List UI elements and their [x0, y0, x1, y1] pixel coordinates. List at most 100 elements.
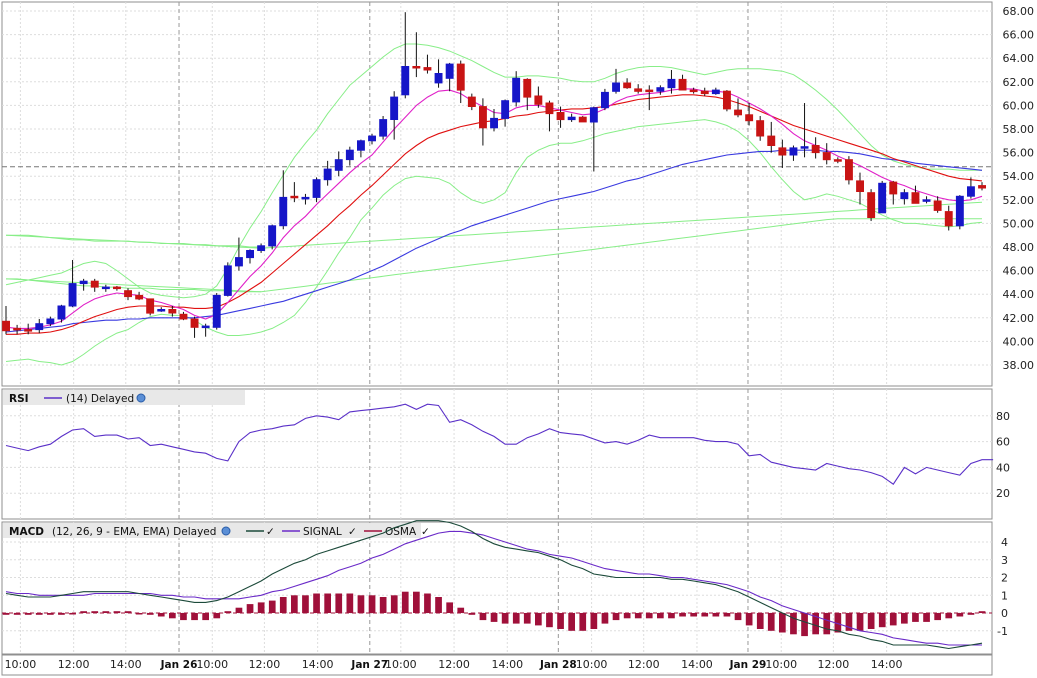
candle-up [368, 135, 377, 142]
time-axis-label: 14:00 [871, 658, 903, 671]
osma-bar [413, 591, 420, 613]
osma-bar [24, 613, 32, 615]
time-axis-label: 12:00 [249, 658, 281, 671]
osma-bar [812, 613, 819, 635]
candle-down [689, 89, 698, 93]
osma-bar [169, 613, 176, 619]
candle-up [345, 149, 354, 161]
candle-up [490, 117, 499, 129]
candle-up [301, 196, 310, 200]
macd-params: (12, 26, 9 - EMA, EMA) Delayed [52, 526, 216, 538]
osma-bar [568, 613, 575, 631]
candle-up [223, 265, 232, 296]
time-axis-label: Jan 28 [539, 659, 577, 671]
price-tick-label: 64.00 [1003, 52, 1035, 65]
osma-bar [657, 613, 664, 619]
candle-down [723, 90, 731, 110]
candle-down [933, 200, 942, 211]
candle-up [357, 140, 365, 151]
time-axis-label: 12:00 [628, 658, 660, 671]
candle-up [434, 73, 443, 84]
macd-check-icon: ✓ [266, 526, 275, 538]
macd-line [5, 520, 983, 650]
osma-bar [379, 597, 387, 613]
rsi-pane-frame [1, 388, 993, 520]
candle-down [113, 286, 121, 290]
price-tick-label: 62.00 [1003, 76, 1035, 89]
macd-tick-label: 4 [1001, 536, 1008, 549]
candle-up [312, 179, 321, 198]
osma-bar [424, 593, 431, 613]
candle-up [235, 257, 243, 267]
candle-up [101, 286, 110, 290]
price-tick-label: 54.00 [1003, 170, 1035, 183]
candle-down [833, 159, 842, 162]
osma-bar [346, 593, 354, 613]
osma-bar [590, 613, 598, 629]
osma-bar [668, 613, 675, 619]
time-axis-label: 10:00 [576, 658, 608, 671]
candle-up [334, 159, 343, 171]
candle-up [445, 63, 454, 79]
candle-down [856, 180, 864, 192]
osma-bar [313, 593, 320, 613]
osma-bar [457, 607, 465, 613]
osma-bar [779, 613, 786, 633]
candle-down [767, 135, 776, 147]
price-tick-label: 58.00 [1003, 123, 1035, 136]
osma-bar [213, 613, 221, 619]
candle-down [556, 112, 565, 121]
osma-bar [634, 613, 642, 619]
candle-down [168, 309, 177, 314]
osma-bar [324, 593, 331, 613]
candle-down [190, 318, 199, 328]
bollinger-long-lower [5, 218, 982, 293]
candle-down [889, 181, 898, 195]
candle-up [667, 78, 676, 89]
candle-down [822, 152, 831, 161]
osma-bar [113, 611, 121, 613]
osma-bar [479, 613, 487, 621]
macd-label: MACD [9, 526, 44, 538]
candle-up [501, 100, 510, 119]
osma-bar [35, 613, 43, 615]
price-tick-label: 44.00 [1003, 288, 1035, 301]
price-tick-label: 68.00 [1003, 5, 1035, 18]
candle-up [379, 119, 388, 137]
rsi-params: (14) Delayed [66, 393, 134, 405]
time-axis-label: Jan 26 [160, 659, 198, 671]
osma-bar [956, 613, 964, 617]
osma-bar [823, 613, 831, 635]
osma-bar [291, 595, 298, 614]
rsi-line [5, 403, 994, 485]
candle-up [711, 89, 720, 95]
macd-tick-label: 0 [1001, 607, 1008, 620]
candle-up [800, 146, 809, 149]
bollinger-lower-tail [6, 278, 262, 293]
candle-down [412, 66, 421, 69]
time-axis-label: 10:00 [385, 658, 417, 671]
osma-bar [912, 613, 919, 622]
osma-bar [468, 613, 476, 615]
osma-check-icon: ✓ [421, 526, 430, 538]
macd-tick-label: -1 [997, 625, 1008, 638]
candle-down [634, 88, 643, 92]
candle-up [656, 87, 665, 92]
candle-up [57, 305, 66, 320]
macd-tick-label: 3 [1001, 554, 1008, 567]
osma-bar [490, 613, 498, 622]
candle-down [867, 192, 876, 218]
osma-bar [645, 613, 653, 619]
osma-bar [91, 611, 99, 613]
candle-down [146, 298, 155, 314]
osma-bar [923, 613, 930, 622]
osma-bar [335, 593, 343, 613]
time-axis-label: 12:00 [58, 658, 90, 671]
candle-down [2, 320, 10, 332]
candle-up [246, 250, 255, 259]
candle-down [124, 290, 132, 298]
osma-bar [302, 595, 309, 614]
price-tick-label: 60.00 [1003, 99, 1035, 112]
macd-tick-label: 1 [1001, 589, 1008, 602]
price-tick-label: 50.00 [1003, 217, 1035, 230]
